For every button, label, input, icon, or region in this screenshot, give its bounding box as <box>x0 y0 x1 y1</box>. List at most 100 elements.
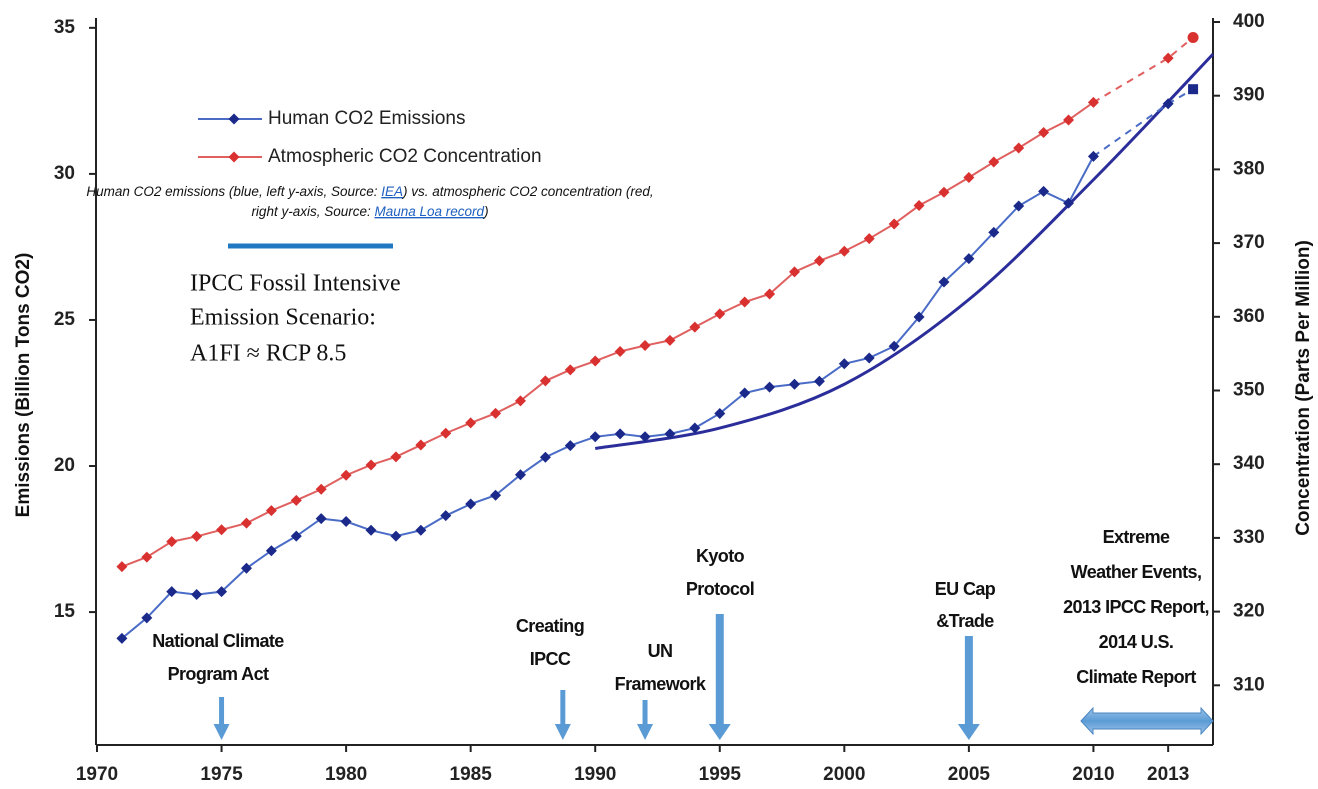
point <box>365 459 377 471</box>
point <box>265 545 277 557</box>
point <box>664 334 676 346</box>
x-tick-label: 1995 <box>699 764 742 785</box>
point <box>440 510 452 522</box>
point <box>988 226 1000 238</box>
caption-text: right y-axis, Source: <box>251 204 374 219</box>
point <box>490 489 502 501</box>
point <box>739 387 751 399</box>
point <box>390 530 402 542</box>
point <box>340 516 352 528</box>
point <box>1188 84 1199 95</box>
y2-tick-label: 350 <box>1233 380 1265 401</box>
point <box>789 266 800 278</box>
point <box>564 364 576 376</box>
point <box>390 451 402 463</box>
series-line <box>1092 36 1194 104</box>
y2-tick-label: 400 <box>1233 11 1265 32</box>
event-label: Climate Report <box>1076 667 1196 687</box>
scenario-curve <box>594 53 1215 450</box>
y2-tick-label: 370 <box>1233 232 1265 253</box>
x-tick-label: 1985 <box>450 764 493 785</box>
event-arrow <box>554 690 571 740</box>
point <box>614 428 626 440</box>
x-tick-label: 2013 <box>1147 764 1189 785</box>
event-label: Framework <box>615 674 707 694</box>
point <box>240 562 252 574</box>
point <box>365 524 377 536</box>
event-label: IPCC <box>530 649 571 669</box>
point <box>465 417 477 429</box>
point <box>1038 127 1050 139</box>
point <box>689 321 701 333</box>
point <box>216 586 228 598</box>
series-line <box>121 101 1095 568</box>
y2-axis-title: Concentration (Parts Per Million) <box>1293 240 1314 536</box>
point <box>1087 150 1099 162</box>
series-line <box>1092 88 1194 158</box>
point <box>838 245 850 257</box>
point <box>166 586 178 598</box>
point <box>1038 185 1050 197</box>
event-label: 2013 IPCC Report, <box>1063 597 1209 617</box>
event-label: UN <box>648 641 673 661</box>
event-label: Kyoto <box>696 546 745 566</box>
y2-tick-label: 340 <box>1233 453 1265 474</box>
point <box>415 524 427 536</box>
y2-tick-label: 390 <box>1233 85 1265 106</box>
point <box>863 352 875 364</box>
x-tick-label: 2005 <box>948 764 991 785</box>
event-label: EU Cap <box>935 579 996 599</box>
point <box>1162 52 1174 64</box>
event-label: 2014 U.S. <box>1099 632 1174 652</box>
point <box>963 172 975 184</box>
y2-tick-label: 330 <box>1233 527 1265 548</box>
point <box>415 439 427 451</box>
event-label: &Trade <box>936 611 994 631</box>
point <box>714 407 726 419</box>
point <box>440 427 452 439</box>
point <box>315 483 327 495</box>
event-label: Creating <box>516 616 584 636</box>
scenario-text: A1FI ≈ RCP 8.5 <box>190 341 346 367</box>
point <box>1063 114 1075 126</box>
caption-text: ) vs. atmospheric CO2 concentration (red… <box>401 184 654 199</box>
caption-text: ) <box>482 204 489 219</box>
event-arrow <box>213 697 230 740</box>
point <box>1063 197 1075 209</box>
point <box>1013 142 1025 154</box>
point <box>191 530 203 542</box>
x-tick-label: 1975 <box>200 764 243 785</box>
point <box>813 375 825 387</box>
y2-tick-label: 360 <box>1233 306 1265 327</box>
event-label: Program Act <box>168 664 269 684</box>
point <box>514 469 526 481</box>
point <box>913 200 925 212</box>
point <box>465 498 477 510</box>
event-label: Weather Events, <box>1071 562 1202 582</box>
point <box>639 431 651 443</box>
legend-marker <box>228 151 240 163</box>
point <box>539 451 551 463</box>
point <box>739 296 751 308</box>
caption-link[interactable]: IEA <box>381 184 403 199</box>
point <box>240 517 252 529</box>
x-tick-label: 1980 <box>325 764 367 785</box>
point <box>290 530 302 542</box>
point <box>1187 31 1199 43</box>
x-tick-label: 2000 <box>823 764 865 785</box>
y-tick-label: 20 <box>54 455 75 476</box>
point <box>1087 96 1099 108</box>
point <box>888 340 900 352</box>
point <box>265 505 277 517</box>
point <box>315 513 327 525</box>
point <box>813 255 825 267</box>
y-tick-label: 30 <box>54 163 75 184</box>
point <box>589 431 601 443</box>
x-tick-label: 2010 <box>1072 764 1114 785</box>
point <box>290 494 302 506</box>
y2-tick-label: 320 <box>1233 601 1265 622</box>
point <box>141 551 153 563</box>
caption-link[interactable]: Mauna Loa record <box>374 204 484 219</box>
caption-line: Human CO2 emissions (blue, left y-axis, … <box>86 184 653 199</box>
point <box>490 407 502 419</box>
